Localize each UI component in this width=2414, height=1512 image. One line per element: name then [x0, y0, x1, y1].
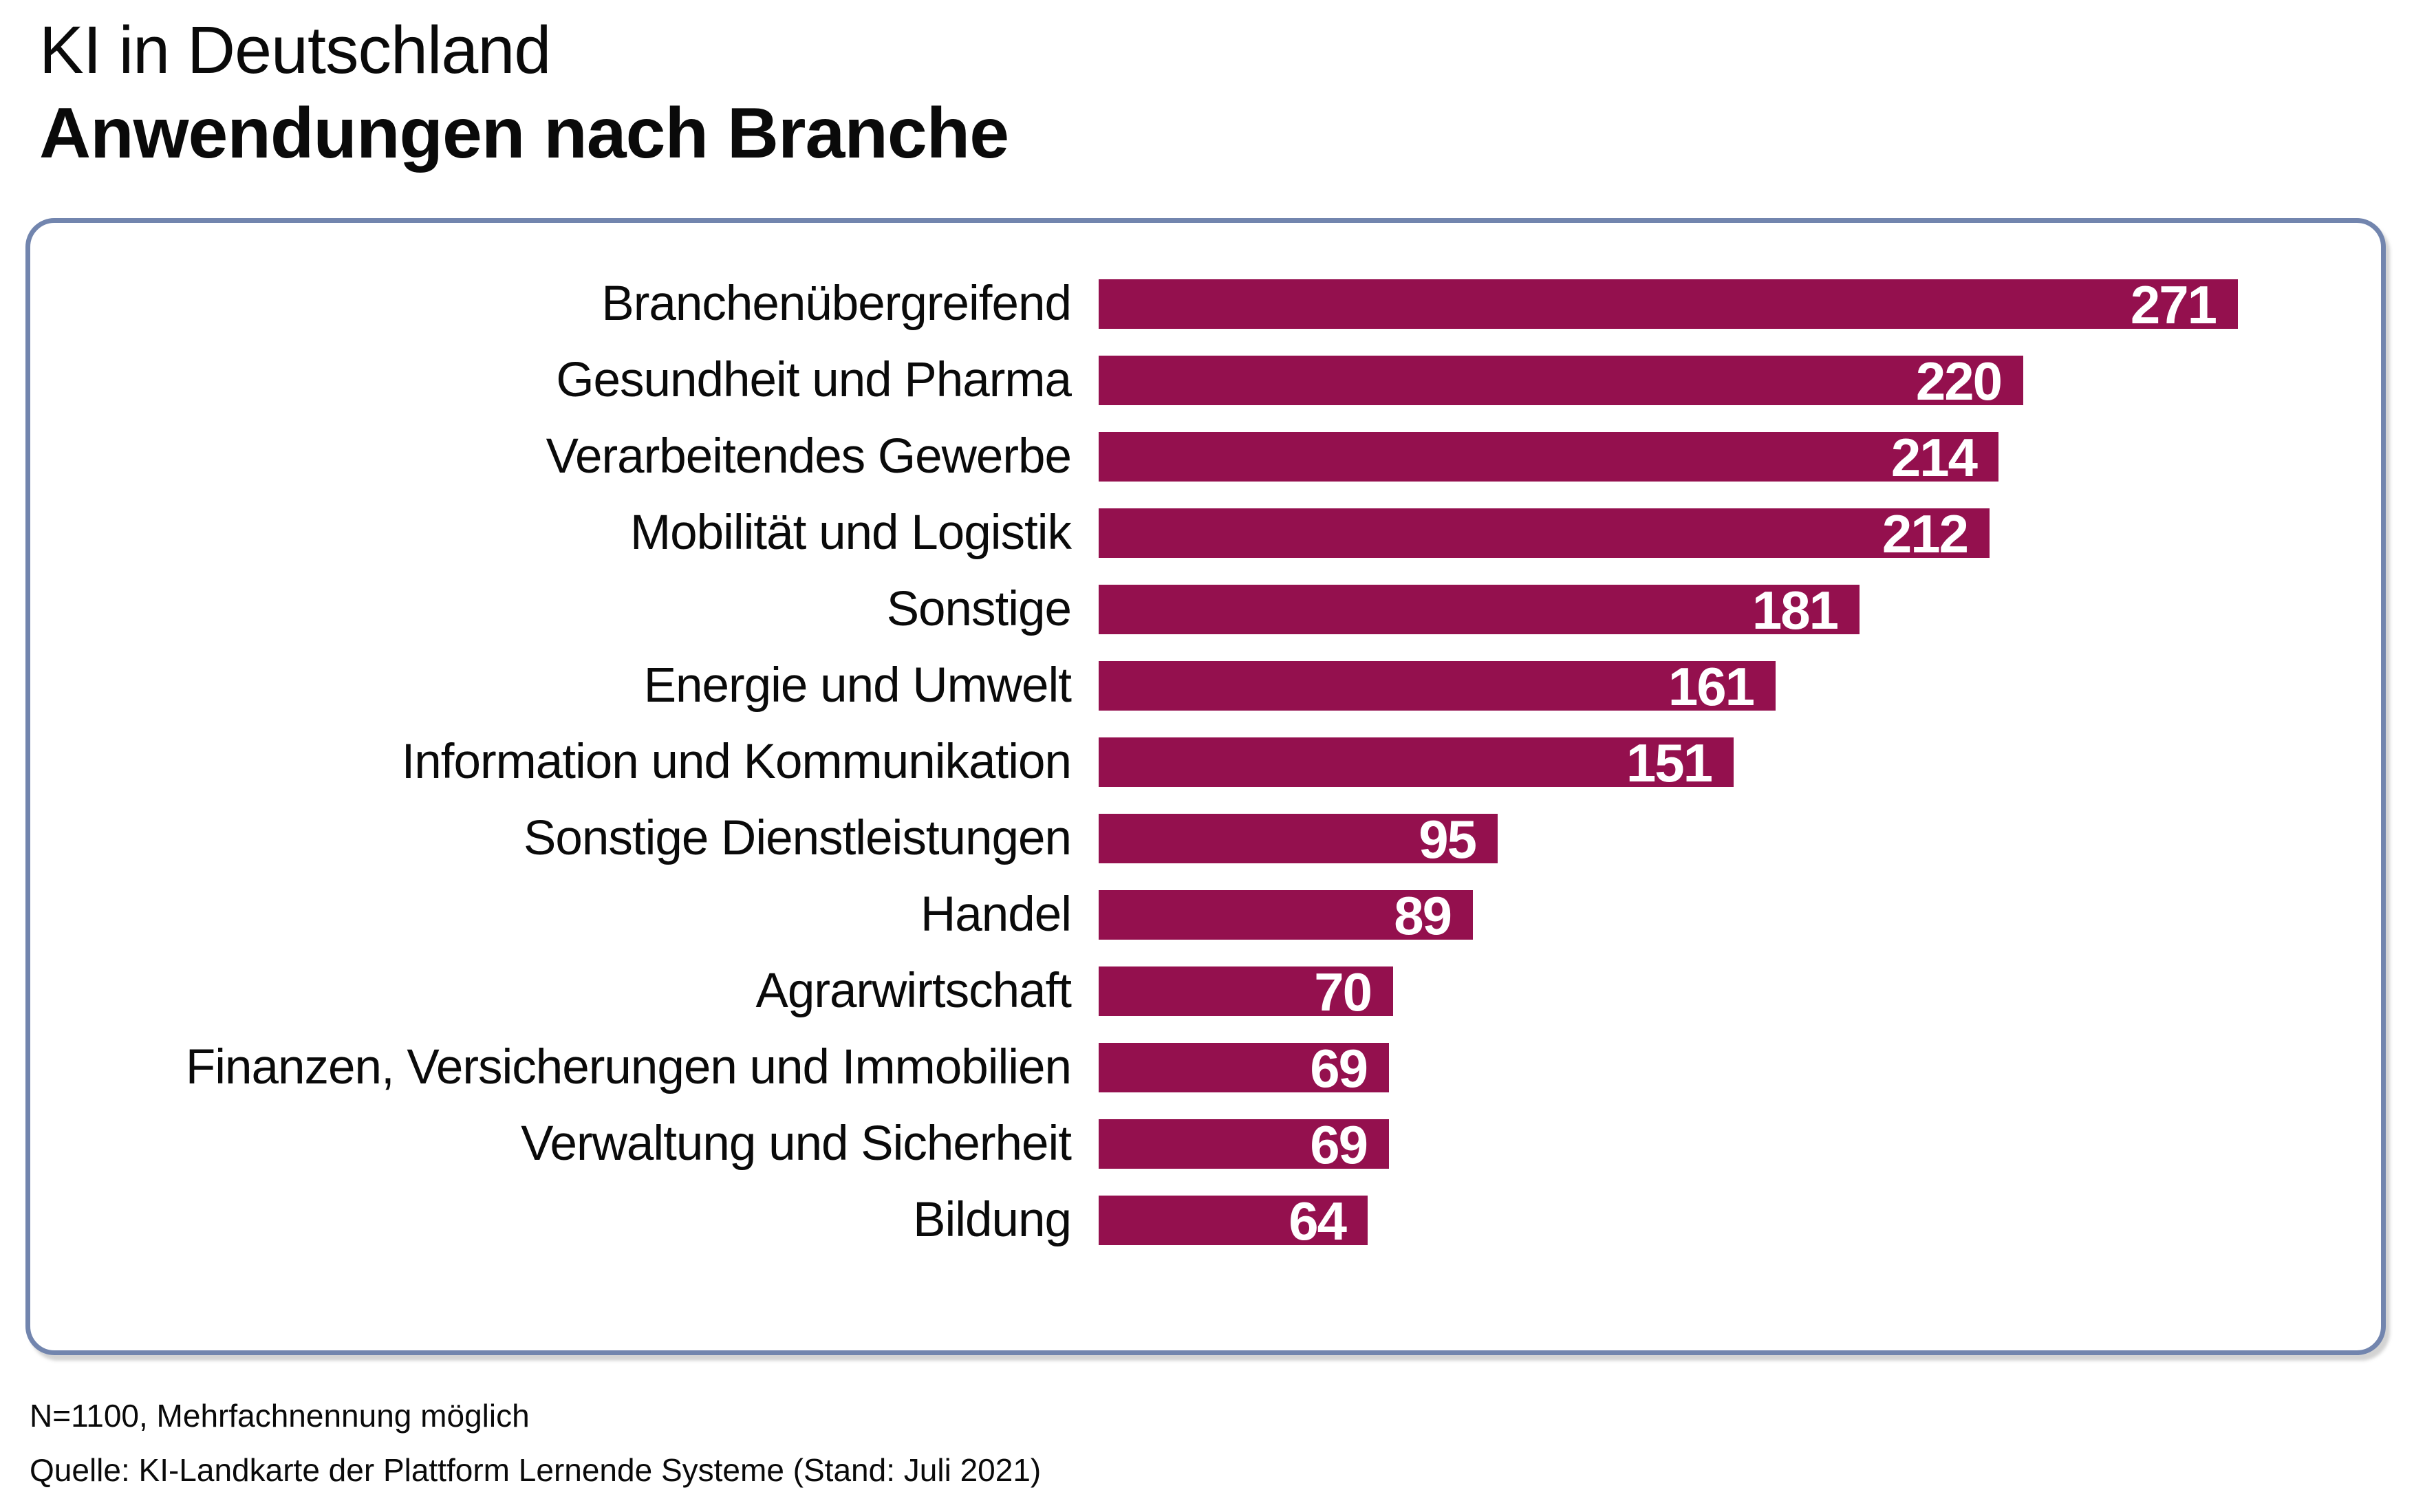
bar: 70 — [1099, 962, 1393, 1022]
value-label: 95 — [1419, 809, 1477, 870]
value-label: 69 — [1310, 1038, 1368, 1099]
bar: 95 — [1099, 809, 1498, 870]
bar: 69 — [1099, 1038, 1389, 1099]
bar: 89 — [1099, 885, 1473, 946]
page-subtitle: Anwendungen nach Branche — [39, 94, 1009, 173]
value-label: 161 — [1668, 656, 1755, 717]
category-label: Agrarwirtschaft — [755, 964, 1072, 1018]
value-label: 220 — [1915, 351, 2003, 411]
value-label: 70 — [1314, 962, 1372, 1022]
bar: 214 — [1099, 427, 1998, 488]
chart-row: Verwaltung und Sicherheit 69 — [30, 1114, 2381, 1175]
bar: 212 — [1099, 504, 1990, 564]
category-label: Bildung — [913, 1193, 1072, 1247]
bar-area: 151 — [1099, 733, 2381, 793]
bar: 64 — [1099, 1191, 1368, 1251]
category-label: Verwaltung und Sicherheit — [521, 1116, 1072, 1171]
chart-row: Sonstige 181 — [30, 580, 2381, 640]
bar: 271 — [1099, 274, 2238, 335]
value-label: 181 — [1752, 580, 1839, 640]
bar: 69 — [1099, 1114, 1389, 1175]
chart-row: Mobilität und Logistik 212 — [30, 504, 2381, 564]
bar-area: 214 — [1099, 427, 2381, 488]
category-label: Mobilität und Logistik — [629, 506, 1072, 560]
category-label: Information und Kommunikation — [401, 735, 1072, 789]
bar-area: 212 — [1099, 504, 2381, 564]
value-label: 212 — [1882, 504, 1969, 564]
bar: 220 — [1099, 351, 2023, 411]
bar-area: 89 — [1099, 885, 2381, 946]
bar-area: 70 — [1099, 962, 2381, 1022]
category-label: Sonstige — [886, 582, 1072, 636]
category-label: Branchenübergreifend — [601, 277, 1072, 331]
bar-area: 69 — [1099, 1114, 2381, 1175]
category-label: Gesundheit und Pharma — [556, 353, 1072, 407]
bar: 161 — [1099, 656, 1776, 717]
bar-area: 161 — [1099, 656, 2381, 717]
bar-area: 271 — [1099, 274, 2381, 335]
category-label: Energie und Umwelt — [643, 658, 1072, 713]
chart-row: Sonstige Dienstleistungen 95 — [30, 809, 2381, 870]
chart-row: Energie und Umwelt 161 — [30, 656, 2381, 717]
value-label: 151 — [1626, 733, 1713, 793]
chart-rows: Branchenübergreifend 271 Gesundheit und … — [30, 223, 2381, 1350]
sample-size-note: N=1100, Mehrfachnennung möglich — [30, 1398, 530, 1434]
chart-row: Information und Kommunikation 151 — [30, 733, 2381, 793]
value-label: 271 — [2130, 274, 2217, 335]
page-title: KI in Deutschland — [39, 12, 551, 87]
bar-area: 220 — [1099, 351, 2381, 411]
category-label: Verarbeitendes Gewerbe — [546, 429, 1072, 484]
bar-area: 64 — [1099, 1191, 2381, 1251]
value-label: 214 — [1890, 427, 1978, 488]
bar: 181 — [1099, 580, 1860, 640]
source-note: Quelle: KI-Landkarte der Plattform Lerne… — [30, 1452, 1042, 1488]
bar-area: 181 — [1099, 580, 2381, 640]
chart-row: Gesundheit und Pharma 220 — [30, 351, 2381, 411]
bar-area: 69 — [1099, 1038, 2381, 1099]
category-label: Handel — [920, 887, 1072, 942]
bar-area: 95 — [1099, 809, 2381, 870]
value-label: 89 — [1394, 885, 1452, 946]
category-label: Finanzen, Versicherungen und Immobilien — [185, 1040, 1072, 1094]
chart-row: Finanzen, Versicherungen und Immobilien … — [30, 1038, 2381, 1099]
chart-panel: Branchenübergreifend 271 Gesundheit und … — [25, 218, 2386, 1355]
chart-row: Handel 89 — [30, 885, 2381, 946]
category-label: Sonstige Dienstleistungen — [524, 811, 1072, 865]
bar: 151 — [1099, 733, 1734, 793]
chart-row: Bildung 64 — [30, 1191, 2381, 1251]
chart-row: Branchenübergreifend 271 — [30, 274, 2381, 335]
value-label: 69 — [1310, 1114, 1368, 1175]
chart-row: Verarbeitendes Gewerbe 214 — [30, 427, 2381, 488]
value-label: 64 — [1289, 1191, 1347, 1251]
chart-row: Agrarwirtschaft 70 — [30, 962, 2381, 1022]
